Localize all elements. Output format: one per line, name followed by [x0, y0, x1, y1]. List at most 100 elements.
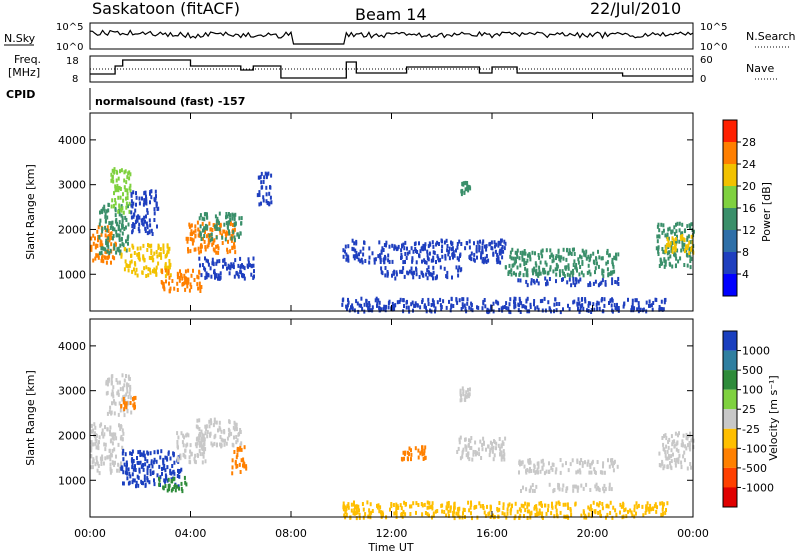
data-cell — [222, 438, 225, 443]
data-cell — [217, 428, 219, 433]
data-cell — [410, 504, 413, 509]
data-cell — [522, 304, 525, 309]
data-cell — [177, 484, 180, 489]
data-cell — [431, 273, 434, 278]
data-cell — [656, 224, 659, 229]
data-cell — [666, 501, 669, 506]
data-cell — [100, 459, 103, 464]
data-cell — [95, 445, 98, 450]
data-cell — [546, 281, 549, 286]
data-cell — [206, 272, 209, 277]
data-cell — [245, 464, 248, 469]
data-cell — [217, 276, 219, 281]
data-cell — [559, 510, 562, 515]
data-cell — [683, 229, 686, 234]
data-cell — [357, 504, 360, 509]
data-cell — [221, 241, 224, 245]
data-cell — [111, 236, 114, 241]
data-cell — [497, 256, 500, 261]
data-cell — [660, 222, 663, 227]
data-cell — [152, 258, 155, 262]
data-cell — [118, 233, 121, 238]
data-cell — [168, 275, 171, 280]
data-cell — [240, 447, 243, 452]
data-cell — [556, 264, 559, 269]
data-cell — [179, 456, 182, 461]
data-cell — [181, 282, 184, 287]
data-cell — [552, 269, 555, 274]
data-cell — [473, 252, 476, 257]
data-cell — [440, 307, 443, 312]
data-cell — [121, 397, 124, 402]
data-cell — [368, 508, 371, 513]
data-cell — [589, 272, 592, 277]
data-cell — [110, 242, 113, 247]
data-cell — [381, 271, 384, 276]
data-cell — [466, 451, 469, 456]
data-cell — [150, 256, 153, 261]
data-cell — [537, 253, 540, 257]
data-cell — [572, 268, 574, 273]
data-cell — [598, 306, 601, 311]
data-cell — [575, 280, 578, 285]
data-cell — [130, 253, 133, 258]
data-cell — [681, 231, 684, 236]
data-cell — [383, 304, 386, 309]
data-cell — [200, 249, 202, 254]
data-cell — [465, 394, 468, 399]
data-cell — [520, 301, 523, 306]
data-cell — [535, 272, 538, 277]
data-cell — [526, 283, 529, 288]
data-cell — [664, 510, 667, 515]
data-cell — [156, 449, 159, 454]
data-cell — [688, 253, 691, 258]
data-cell — [232, 425, 235, 430]
data-cell — [458, 437, 461, 442]
data-cell — [575, 266, 578, 271]
data-cell — [508, 263, 511, 268]
data-cell — [258, 193, 261, 197]
data-cell — [215, 420, 218, 425]
data-cell — [354, 254, 357, 259]
data-cell — [112, 385, 115, 390]
data-cell — [551, 462, 554, 467]
data-cell — [648, 303, 650, 308]
data-cell — [210, 421, 213, 426]
data-cell — [620, 504, 623, 509]
data-cell — [201, 216, 204, 221]
data-cell — [519, 462, 521, 467]
data-cell — [538, 255, 541, 260]
data-cell — [122, 243, 125, 248]
data-cell — [614, 508, 617, 513]
data-cell — [130, 215, 133, 220]
data-cell — [256, 193, 259, 198]
data-cell — [131, 465, 134, 470]
data-cell — [218, 259, 221, 264]
data-cell — [498, 250, 501, 255]
data-cell — [204, 223, 207, 228]
data-cell — [102, 259, 105, 264]
data-cell — [519, 508, 522, 513]
data-cell — [417, 455, 420, 460]
x-tick-label: 12:00 — [376, 527, 408, 540]
data-cell — [492, 457, 495, 462]
data-cell — [431, 258, 434, 263]
data-cell — [566, 486, 569, 491]
data-cell — [200, 285, 203, 289]
data-cell — [674, 240, 677, 245]
data-cell — [468, 508, 471, 513]
data-cell — [547, 508, 549, 513]
data-cell — [121, 373, 124, 378]
data-cell — [231, 216, 234, 221]
data-cell — [115, 250, 118, 255]
data-cell — [108, 409, 111, 414]
data-cell — [201, 452, 204, 457]
data-cell — [603, 470, 606, 475]
data-cell — [204, 256, 206, 261]
data-cell — [486, 307, 489, 312]
colorbar-tick-label: 16 — [742, 202, 756, 215]
data-cell — [420, 449, 423, 454]
data-cell — [539, 299, 542, 304]
data-cell — [574, 265, 577, 270]
data-cell — [252, 275, 255, 280]
